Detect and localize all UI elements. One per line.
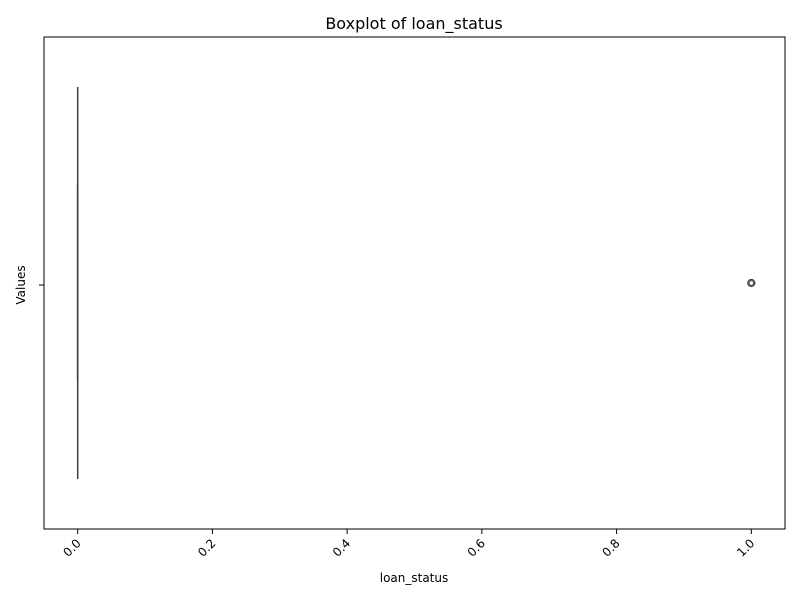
y-axis-label: Values (14, 265, 28, 304)
chart-title: Boxplot of loan_status (325, 14, 502, 34)
x-axis-label: loan_status (380, 571, 449, 585)
